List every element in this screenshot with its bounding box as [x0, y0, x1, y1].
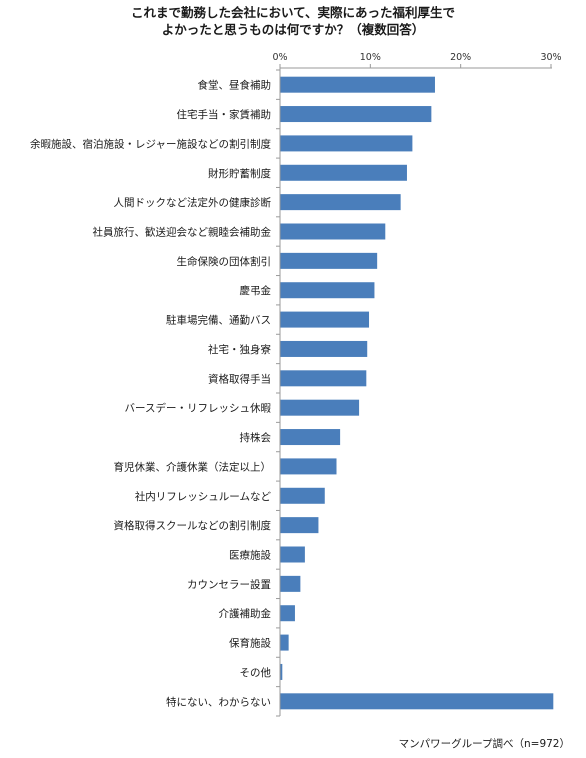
bar [280, 135, 413, 152]
x-tick-label: 10% [360, 52, 381, 63]
category-label: 社員旅行、歓送迎会など親睦会補助金 [93, 226, 272, 239]
bar [280, 693, 554, 710]
category-label: 駐車場完備、通勤バス [166, 314, 271, 327]
bar [280, 605, 295, 622]
category-label: その他 [240, 666, 272, 679]
category-label: 介護補助金 [219, 607, 272, 620]
category-label: 医療施設 [229, 549, 271, 562]
category-label: 食堂、昼食補助 [198, 79, 272, 92]
x-tick-label: 20% [450, 52, 471, 63]
bar [280, 370, 367, 387]
category-label: 社宅・独身寮 [208, 343, 271, 356]
category-label: カウンセラー設置 [187, 578, 271, 591]
bar [280, 634, 289, 651]
category-label: 余暇施設、宿泊施設・レジャー施設などの割引制度 [30, 137, 271, 150]
bar [280, 429, 341, 446]
category-label: 人間ドックなど法定外の健康診断 [114, 196, 272, 209]
chart-title-line-2: よかったと思うものは何ですか？（複数回答） [161, 22, 425, 37]
category-label: バースデー・リフレッシュ休暇 [125, 402, 272, 415]
category-label: 社内リフレッシュルームなど [135, 490, 272, 503]
category-label: 保育施設 [229, 637, 271, 650]
category-label: 資格取得手当 [208, 372, 271, 385]
bar [280, 252, 378, 269]
category-label: 住宅手当・家賃補助 [177, 108, 272, 121]
bar [280, 517, 319, 534]
bar [280, 487, 325, 504]
bar [280, 663, 283, 680]
bar [280, 340, 368, 357]
chart-title-line-1: これまで勤務した会社において、実際にあった福利厚生で [130, 5, 455, 20]
category-label: 生命保険の団体割引 [177, 255, 272, 268]
bar [280, 575, 301, 592]
bar [280, 76, 435, 93]
bar [280, 399, 360, 416]
source-note: マンパワーグループ調べ（n=972） [398, 738, 570, 750]
bar [280, 546, 305, 563]
bar [280, 282, 375, 299]
bar [280, 164, 407, 181]
category-label: 育児休業、介護休業（法定以上） [114, 460, 272, 473]
category-label: 資格取得スクールなどの割引制度 [114, 519, 272, 532]
bar [280, 106, 432, 123]
bar [280, 223, 386, 240]
category-label: 持株会 [240, 431, 272, 444]
bar [280, 194, 401, 211]
x-tick-label: 0% [272, 52, 287, 63]
x-tick-label: 30% [540, 52, 561, 63]
chart-title: これまで勤務した会社において、実際にあった福利厚生で よかったと思うものは何です… [0, 4, 586, 38]
bar [280, 311, 370, 328]
category-label: 財形貯蓄制度 [208, 167, 271, 180]
category-label: 慶弔金 [240, 284, 272, 297]
category-label: 特にない、わからない [166, 696, 271, 708]
bar [280, 458, 337, 475]
